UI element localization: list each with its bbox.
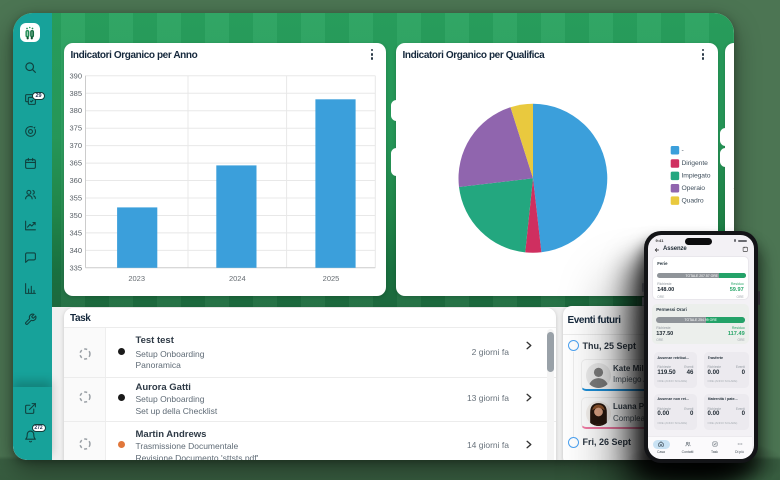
svg-text:-: - [681,147,683,154]
svg-text:2023: 2023 [128,274,145,283]
svg-text:355: 355 [69,194,82,203]
svg-text:365: 365 [69,159,82,168]
svg-text:Dirigente: Dirigente [681,160,708,167]
svg-text:Impiegato: Impiegato [681,173,710,180]
svg-text:380: 380 [69,106,82,115]
svg-text:340: 340 [69,246,82,255]
svg-text:370: 370 [69,141,82,150]
svg-text:360: 360 [69,176,82,185]
svg-text:390: 390 [69,71,82,80]
svg-text:385: 385 [69,89,82,98]
svg-text:2025: 2025 [322,274,339,283]
svg-text:345: 345 [69,228,82,237]
svg-text:2024: 2024 [228,274,245,283]
svg-text:Operaio: Operaio [681,185,705,192]
svg-text:375: 375 [69,124,82,133]
svg-text:350: 350 [69,211,82,220]
svg-text:Quadro: Quadro [681,197,703,204]
svg-text:335: 335 [69,263,82,272]
